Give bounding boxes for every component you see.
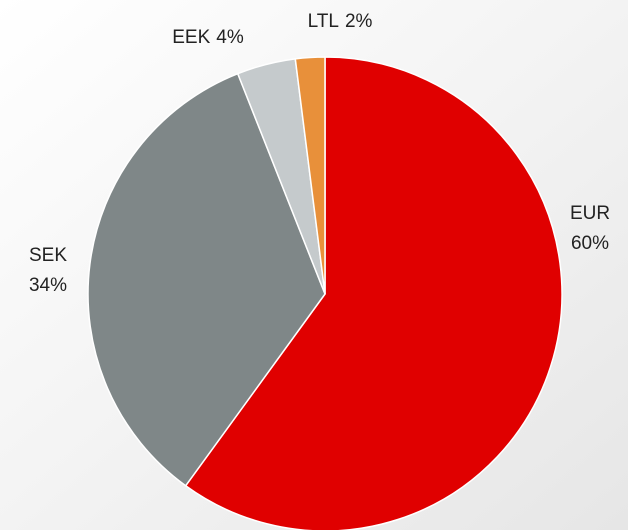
slice-category: EUR [570,203,610,224]
slice-value-label: 34% [29,275,67,296]
slice-value-label: 2% [345,11,373,32]
slice-category: EEK [172,27,210,48]
slice-value-label: 60% [571,233,609,254]
slice-label: EEK 4% [172,27,244,48]
slice-category: SEK [29,245,67,266]
slice-value-label: 4% [216,27,244,48]
page: EUR60%SEK34%EEK4%LTL2% (() => { const da… [0,0,628,530]
chart: EUR 60% SEK 34% EEK 4% LTL 2% [0,0,628,530]
pie [88,57,562,530]
slice-category: LTL [308,11,339,32]
